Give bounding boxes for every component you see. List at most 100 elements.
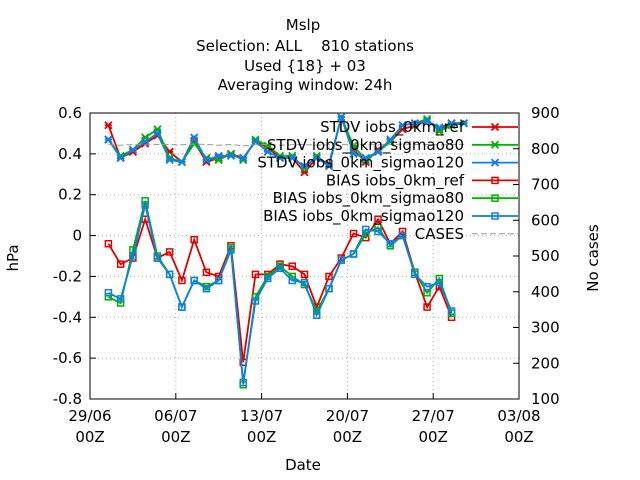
data-point (459, 119, 468, 128)
data-point (214, 276, 223, 285)
data-point (398, 121, 407, 130)
x-axis-label: Date (285, 456, 321, 474)
data-point (202, 284, 211, 293)
data-point (202, 155, 211, 165)
data-point (386, 135, 395, 144)
data-point (422, 117, 432, 126)
x-tick-label: 03/08 (497, 407, 540, 425)
y-tick-label: -0.4 (53, 308, 82, 326)
data-point (202, 268, 211, 277)
legend-label: CASES (415, 225, 464, 243)
data-point (153, 254, 162, 262)
data-point (490, 158, 500, 167)
y2-tick-label: 700 (531, 176, 560, 194)
data-point (116, 295, 125, 303)
y-tick-label: 0.6 (58, 104, 82, 122)
data-point (141, 201, 149, 209)
data-point (490, 140, 500, 149)
chart-subtitle-3: Averaging window: 24h (218, 76, 393, 94)
data-point (141, 137, 150, 146)
data-point (349, 229, 358, 238)
series-stdv-iobs-0km-sigmao120 (104, 112, 468, 171)
y2-tick-label: 200 (531, 354, 560, 372)
data-point (251, 137, 260, 146)
data-point (128, 145, 138, 154)
plot-frame (89, 112, 520, 400)
data-point (263, 147, 272, 156)
x-tick-label: 13/07 (240, 407, 283, 425)
data-point (349, 149, 358, 158)
data-point (263, 274, 272, 283)
x-tick-label: 00Z (333, 428, 362, 446)
data-point (251, 297, 260, 305)
y-tick-label: 0 (72, 227, 82, 245)
data-point (104, 239, 113, 248)
data-point (177, 157, 187, 167)
data-point (190, 276, 198, 285)
y-tick-label: -0.8 (53, 390, 82, 408)
data-point (263, 141, 272, 150)
axes: 0.6 0.4 0.2 0 -0.2 -0.4 -0.6 -0.8 900 800 700 600 50… (53, 104, 560, 446)
x-tick-label: 00Z (419, 428, 448, 446)
data-point (165, 248, 174, 256)
data-point (349, 250, 358, 258)
data-point (104, 121, 113, 130)
data-point (239, 153, 248, 163)
series-line (108, 143, 464, 147)
x-tick-label: 00Z (247, 428, 276, 446)
chart-subtitle-1: Selection: ALL 810 stations (196, 37, 414, 55)
y2-tick-label: 400 (531, 283, 560, 301)
data-point (374, 223, 382, 232)
data-point (300, 161, 309, 171)
x-tick-label: 00Z (75, 428, 104, 446)
legend-label: BIAS iobs_0km_sigmao80 (273, 189, 464, 208)
data-point (490, 122, 500, 132)
data-point (435, 278, 444, 287)
data-point (116, 260, 125, 268)
legend-label: STDV iobs_0km_sigmao80 (267, 136, 464, 155)
y-tick-label: -0.6 (53, 349, 82, 367)
x-tick-label: 00Z (504, 428, 533, 446)
y-axis-label: hPa (4, 244, 22, 271)
series-line (107, 216, 453, 363)
data-point (141, 197, 149, 205)
data-point (300, 270, 309, 279)
data-point (423, 303, 431, 311)
chart-title: Mslp (286, 16, 320, 34)
data-point (362, 225, 370, 234)
data-point (435, 123, 444, 132)
data-point (275, 153, 285, 163)
data-point (190, 235, 198, 244)
legend-label: BIAS iobs_0km_sigmao120 (263, 207, 464, 226)
data-point (325, 284, 333, 293)
data-point (398, 231, 407, 240)
legend-label: STDV iobs_0km_sigmao120 (257, 154, 464, 173)
data-point (300, 278, 309, 287)
y2-axis-label: No cases (584, 224, 602, 292)
data-point (288, 276, 296, 285)
data-point (129, 252, 137, 260)
series-layer (104, 112, 468, 389)
x-tick-label: 06/07 (154, 407, 197, 425)
data-point (104, 289, 113, 297)
y2-tick-label: 300 (531, 319, 560, 337)
data-point (288, 262, 296, 270)
data-point (313, 311, 321, 319)
data-point (325, 272, 333, 281)
series-bias-iobs-0km-sigmao120 (104, 201, 456, 387)
y-tick-label: 0.2 (58, 186, 82, 204)
y-tick-label: -0.2 (53, 267, 82, 285)
y2-tick-label: 900 (531, 104, 560, 122)
series-bias-iobs-0km-sigmao80 (104, 197, 456, 389)
data-point (227, 246, 235, 254)
data-point (411, 270, 419, 279)
y-tick-label: 0.4 (58, 145, 82, 163)
data-point (104, 135, 113, 144)
data-point (447, 119, 456, 128)
chart-subtitle-2: Used {18} + 03 (244, 57, 366, 75)
data-point (491, 212, 499, 220)
legend-label: BIAS iobs_0km_ref (326, 171, 465, 190)
data-point (361, 153, 370, 163)
